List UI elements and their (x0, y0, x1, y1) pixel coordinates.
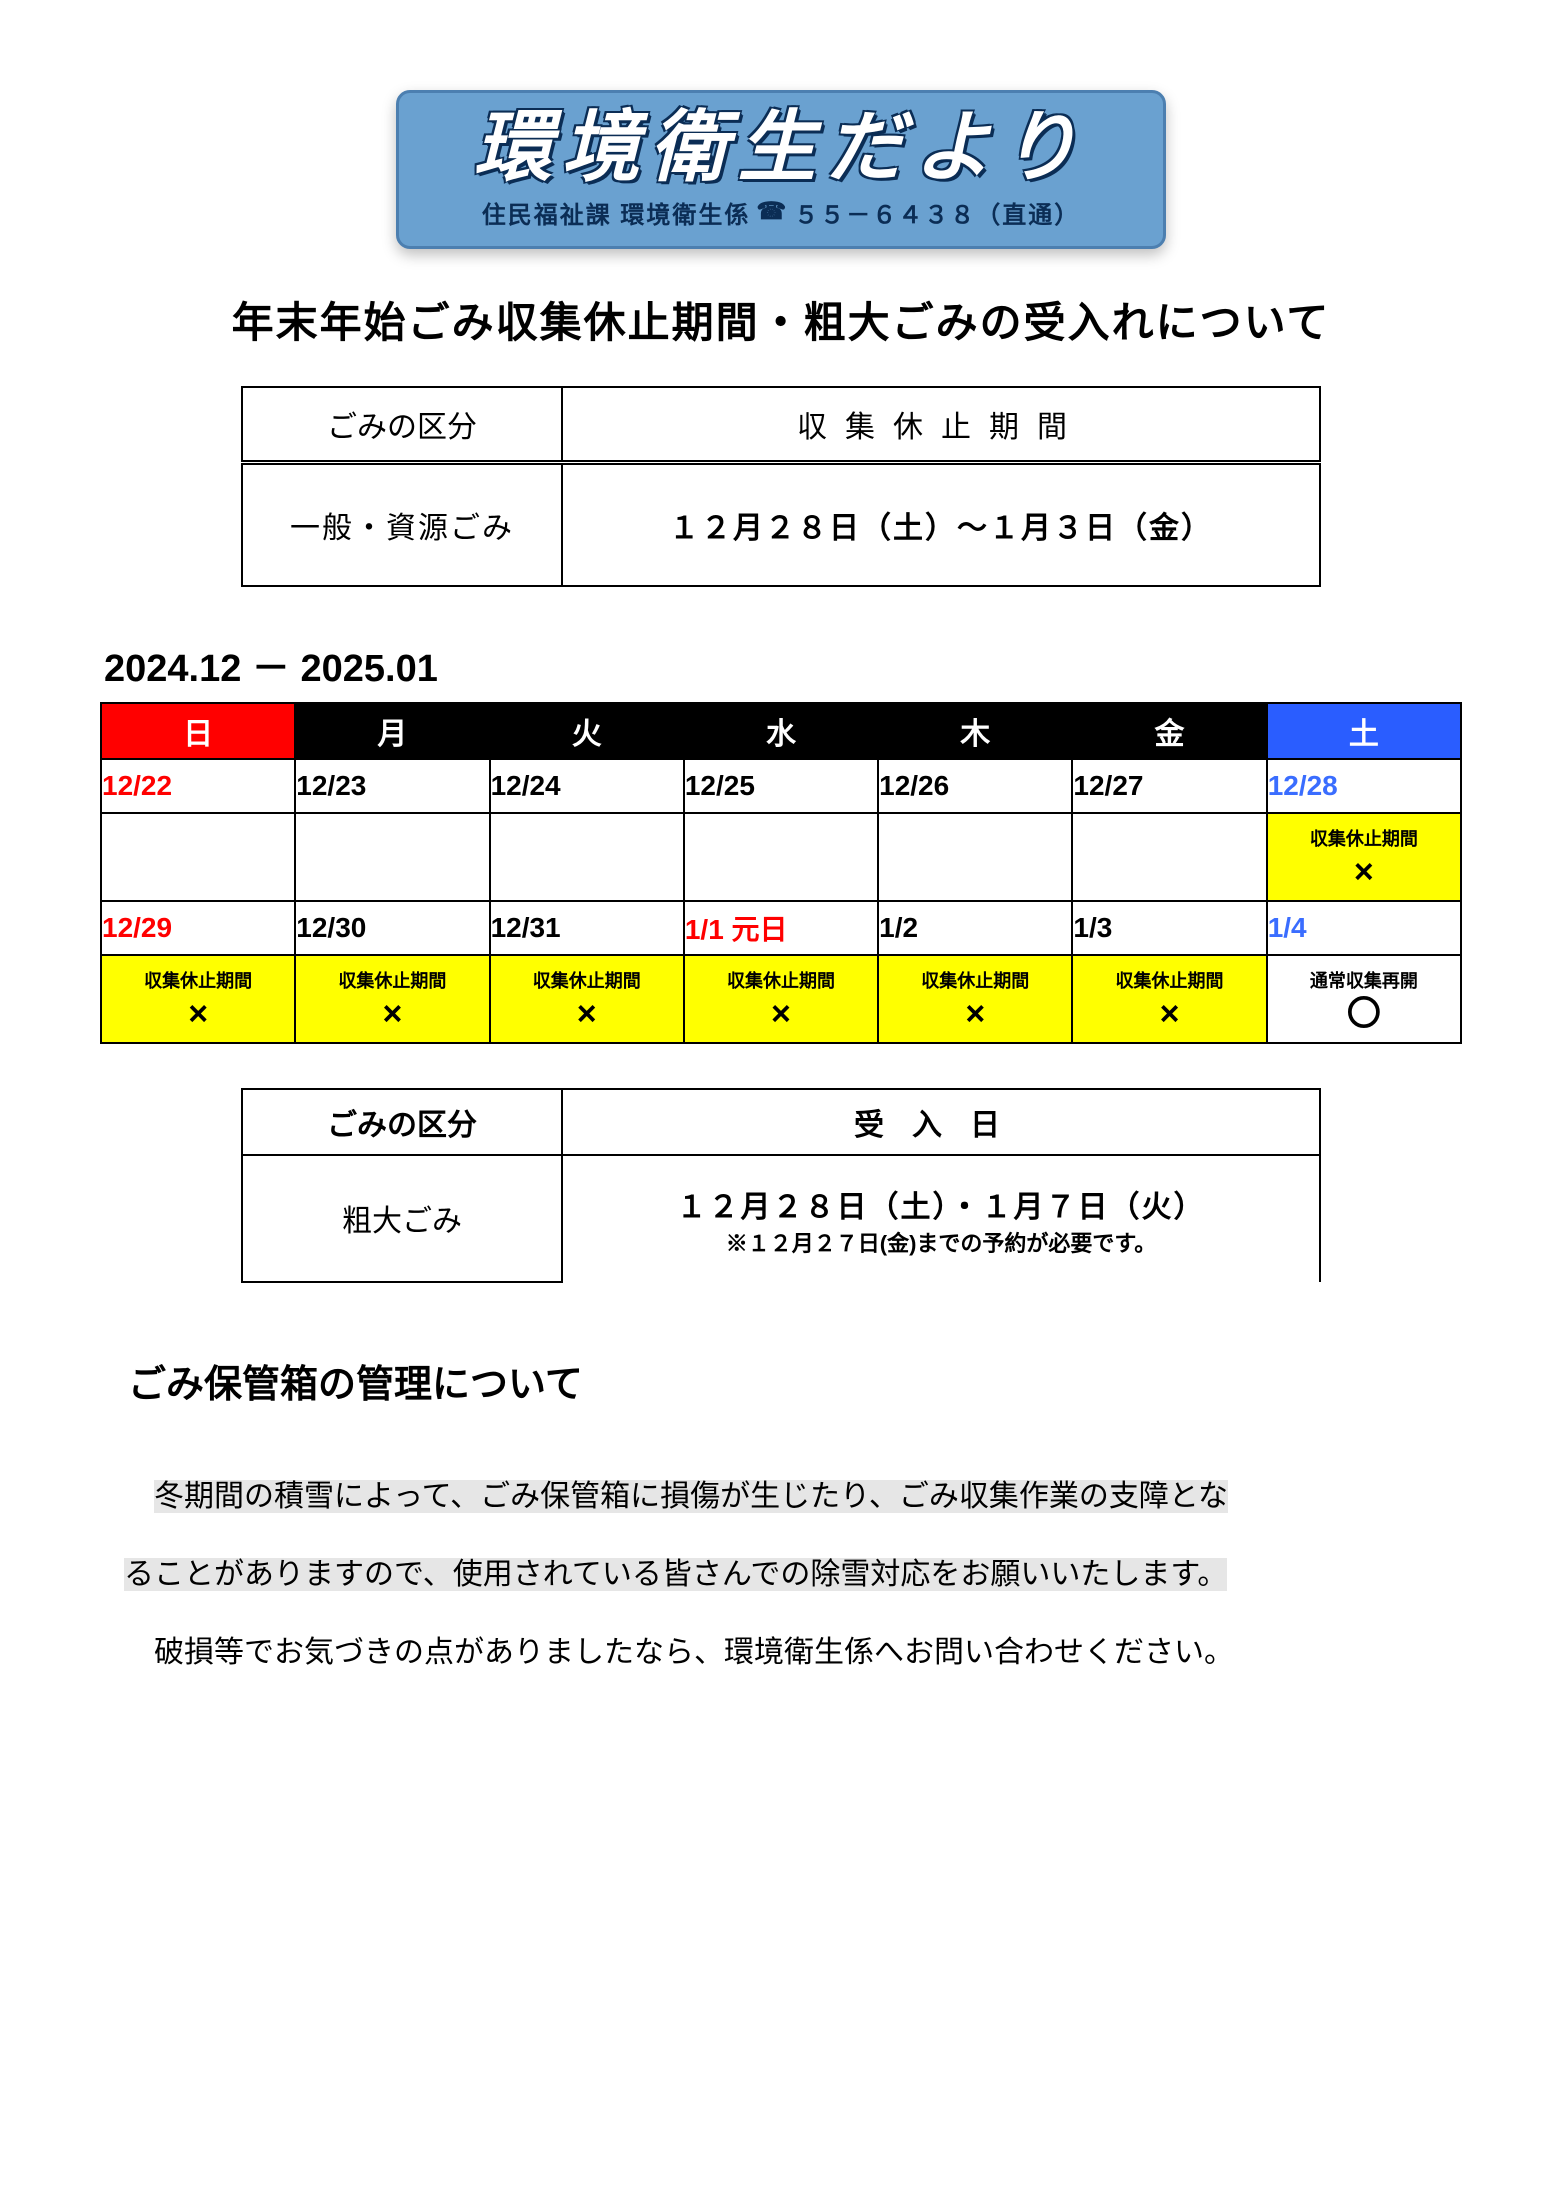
t2-cell-dates: １２月２８日（土）・１月７日（火） (573, 1166, 1309, 1226)
status-label: 通常収集再開 (1310, 967, 1418, 993)
calendar-date-0-4: 12/26 (878, 759, 1072, 813)
t2-cell-note: ※１２月２７日(金)までの予約が必要です。 (573, 1226, 1309, 1272)
calendar-date-0-5: 12/27 (1072, 759, 1266, 813)
t1-header-period: 収集休止期間 (562, 387, 1320, 463)
calendar-date-1-1: 12/30 (295, 901, 489, 955)
calendar-header-0: 日 (101, 703, 295, 759)
t1-cell-period: １２月２８日（土）～１月３日（金） (562, 462, 1320, 586)
calendar-status-0-6: 収集休止期間 × (1267, 813, 1461, 901)
calendar-date-0-1: 12/23 (295, 759, 489, 813)
calendar-header-6: 土 (1267, 703, 1461, 759)
status-label: 収集休止期間 (533, 967, 641, 993)
calendar-status-1-4: 収集休止期間 × (878, 955, 1072, 1043)
calendar-status-0-4 (878, 813, 1072, 901)
calendar-caption: 2024.12 － 2025.01 (104, 637, 1462, 692)
status-mark: 〇 (1347, 997, 1381, 1031)
banner-phone: ５５－６４３８（直通） (794, 195, 1080, 230)
t1-cell-category: 一般・資源ごみ (242, 462, 562, 586)
t2-cell-category: 粗大ごみ (242, 1155, 562, 1282)
calendar-table: 日月火水木金土12/2212/2312/2412/2512/2612/2712/… (100, 702, 1462, 1044)
calendar-status-1-3: 収集休止期間 × (684, 955, 878, 1043)
status-mark: × (771, 997, 791, 1031)
calendar-status-1-2: 収集休止期間 × (490, 955, 684, 1043)
suspension-table: ごみの区分 収集休止期間 一般・資源ごみ １２月２８日（土）～１月３日（金） (241, 386, 1321, 587)
status-mark: × (1160, 997, 1180, 1031)
calendar-date-0-3: 12/25 (684, 759, 878, 813)
status-label: 収集休止期間 (338, 967, 446, 993)
status-label: 収集休止期間 (727, 967, 835, 993)
para-line-3: 破損等でお気づきの点がありましたなら、環境衛生係へお問い合わせください。 (154, 1636, 1234, 1669)
calendar-status-1-0: 収集休止期間 × (101, 955, 295, 1043)
phone-icon: ☎ (756, 200, 788, 224)
calendar-header-2: 火 (490, 703, 684, 759)
section-heading-schedule: 年末年始ごみ収集休止期間・粗大ごみの受入れについて (100, 289, 1462, 350)
t2-header-category: ごみの区分 (242, 1089, 562, 1155)
section-heading-storage: ごみ保管箱の管理について (128, 1353, 1462, 1408)
newsletter-banner: 環境衛生だより 住民福祉課 環境衛生係 ☎５５－６４３８（直通） (396, 90, 1166, 249)
calendar-date-1-0: 12/29 (101, 901, 295, 955)
status-mark: × (1354, 855, 1374, 889)
calendar-date-0-6: 12/28 (1267, 759, 1461, 813)
calendar-header-5: 金 (1072, 703, 1266, 759)
calendar-status-0-0 (101, 813, 295, 901)
calendar-date-1-5: 1/3 (1072, 901, 1266, 955)
para-line-2: ることがありますので、使用されている皆さんでの除雪対応をお願いいたします。 (124, 1558, 1227, 1591)
page: 環境衛生だより 住民福祉課 環境衛生係 ☎５５－６４３８（直通） 年末年始ごみ収… (0, 0, 1562, 1792)
t2-header-date: 受入日 (562, 1089, 1320, 1155)
status-mark: × (188, 997, 208, 1031)
calendar-date-1-4: 1/2 (878, 901, 1072, 955)
calendar-status-1-5: 収集休止期間 × (1072, 955, 1266, 1043)
calendar-date-1-3: 1/1 元日 (684, 901, 878, 955)
banner-dept: 住民福祉課 環境衛生係 (482, 195, 751, 230)
calendar-date-1-2: 12/31 (490, 901, 684, 955)
t2-cell-dates-wrap: １２月２８日（土）・１月７日（火） ※１２月２７日(金)までの予約が必要です。 (562, 1155, 1320, 1282)
calendar-status-0-1 (295, 813, 489, 901)
status-label: 収集休止期間 (921, 967, 1029, 993)
calendar-status-0-5 (1072, 813, 1266, 901)
bulky-table: ごみの区分 受入日 粗大ごみ １２月２８日（土）・１月７日（火） ※１２月２７日… (241, 1088, 1321, 1283)
calendar-header-4: 木 (878, 703, 1072, 759)
suspension-table-wrap: ごみの区分 収集休止期間 一般・資源ごみ １２月２８日（土）～１月３日（金） (241, 386, 1321, 587)
banner-subtitle: 住民福祉課 環境衛生係 ☎５５－６４３８（直通） (482, 195, 1081, 230)
calendar-header-3: 水 (684, 703, 878, 759)
calendar-status-0-3 (684, 813, 878, 901)
calendar-date-0-0: 12/22 (101, 759, 295, 813)
status-mark: × (965, 997, 985, 1031)
calendar-header-1: 月 (295, 703, 489, 759)
t1-header-category: ごみの区分 (242, 387, 562, 463)
calendar-date-0-2: 12/24 (490, 759, 684, 813)
calendar-date-1-6: 1/4 (1267, 901, 1461, 955)
status-label: 収集休止期間 (1116, 967, 1224, 993)
calendar-status-1-1: 収集休止期間 × (295, 955, 489, 1043)
banner-title: 環境衛生だより (417, 107, 1145, 189)
calendar-status-0-2 (490, 813, 684, 901)
status-mark: × (382, 997, 402, 1031)
storage-paragraph: 冬期間の積雪によって、ごみ保管箱に損傷が生じたり、ごみ収集作業の支障とな ること… (124, 1458, 1438, 1692)
status-mark: × (577, 997, 597, 1031)
para-line-1: 冬期間の積雪によって、ごみ保管箱に損傷が生じたり、ごみ収集作業の支障とな (154, 1480, 1228, 1513)
calendar-status-1-6: 通常収集再開〇 (1267, 955, 1461, 1043)
status-label: 収集休止期間 (1310, 825, 1418, 851)
status-label: 収集休止期間 (144, 967, 252, 993)
bulky-table-wrap: ごみの区分 受入日 粗大ごみ １２月２８日（土）・１月７日（火） ※１２月２７日… (241, 1088, 1321, 1283)
